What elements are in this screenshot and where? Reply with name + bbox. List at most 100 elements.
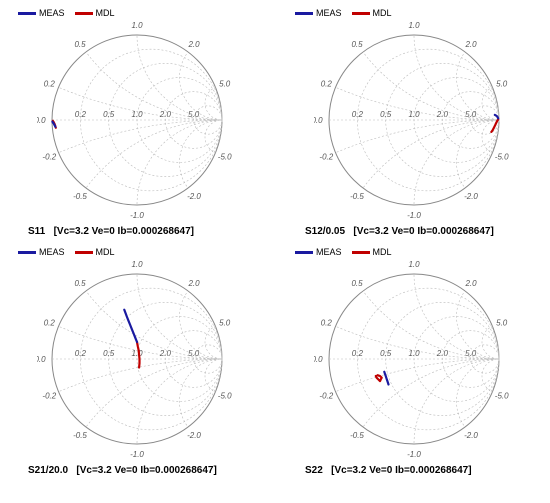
- caption-name: S21/20.0: [28, 465, 68, 476]
- svg-text:5.0: 5.0: [496, 79, 508, 88]
- svg-text:2.0: 2.0: [158, 110, 171, 119]
- svg-text:0.2: 0.2: [351, 110, 363, 119]
- legend-swatch-mdl: [352, 12, 370, 15]
- svg-text:-1.0: -1.0: [407, 450, 421, 459]
- caption-s21: S21/20.0 [Vc=3.2 Ve=0 Ib=0.000268647]: [28, 465, 217, 476]
- smith-chart-s12: 0.20.51.02.05.00.2-0.20.5-0.51.0-1.02.0-…: [314, 20, 514, 220]
- svg-text:-0.5: -0.5: [350, 431, 364, 440]
- svg-text:-1.0: -1.0: [130, 450, 144, 459]
- svg-text:0.0: 0.0: [314, 116, 323, 125]
- caption-cond: [Vc=3.2 Ve=0 Ib=0.000268647]: [76, 465, 216, 476]
- svg-text:2.0: 2.0: [158, 349, 171, 358]
- svg-text:2.0: 2.0: [187, 279, 200, 288]
- svg-text:5.0: 5.0: [465, 349, 477, 358]
- svg-text:1.0: 1.0: [408, 260, 420, 269]
- svg-text:-0.2: -0.2: [319, 153, 333, 162]
- legend-swatch-mdl: [75, 12, 93, 15]
- svg-text:5.0: 5.0: [188, 349, 200, 358]
- svg-text:0.0: 0.0: [314, 355, 323, 364]
- svg-text:0.2: 0.2: [320, 318, 332, 327]
- svg-text:0.5: 0.5: [103, 110, 115, 119]
- legend-item-meas: MEAS: [18, 8, 65, 18]
- legend-swatch-meas: [295, 251, 313, 254]
- svg-text:-2.0: -2.0: [464, 192, 478, 201]
- svg-text:5.0: 5.0: [219, 318, 231, 327]
- legend-label-meas: MEAS: [316, 8, 342, 18]
- svg-text:0.2: 0.2: [351, 349, 363, 358]
- legend: MEAS MDL: [18, 247, 115, 257]
- legend-swatch-mdl: [352, 251, 370, 254]
- svg-text:-5.0: -5.0: [494, 392, 508, 401]
- svg-text:0.5: 0.5: [351, 40, 363, 49]
- svg-text:0.5: 0.5: [74, 40, 86, 49]
- svg-text:0.2: 0.2: [43, 79, 55, 88]
- svg-text:2.0: 2.0: [464, 279, 477, 288]
- legend-swatch-meas: [18, 251, 36, 254]
- caption-s11: S11 [Vc=3.2 Ve=0 Ib=0.000268647]: [28, 226, 194, 237]
- caption-cond: [Vc=3.2 Ve=0 Ib=0.000268647]: [331, 465, 471, 476]
- panel-s12: MEASMDL0.20.51.02.05.00.2-0.20.5-0.51.0-…: [285, 8, 542, 237]
- svg-text:1.0: 1.0: [408, 21, 420, 30]
- legend-label-mdl: MDL: [96, 8, 115, 18]
- svg-text:0.0: 0.0: [37, 116, 46, 125]
- legend-label-mdl: MDL: [373, 8, 392, 18]
- svg-text:0.2: 0.2: [320, 79, 332, 88]
- svg-text:0.2: 0.2: [43, 318, 55, 327]
- legend-item-meas: MEAS: [18, 247, 65, 257]
- legend-item-meas: MEAS: [295, 8, 342, 18]
- svg-text:0.0: 0.0: [37, 355, 46, 364]
- legend-label-meas: MEAS: [39, 8, 65, 18]
- svg-text:-2.0: -2.0: [464, 431, 478, 440]
- legend-label-mdl: MDL: [96, 247, 115, 257]
- legend-item-meas: MEAS: [295, 247, 342, 257]
- svg-text:-1.0: -1.0: [407, 211, 421, 220]
- chart-grid: MEAS MDL 0.2 0.5 1.0 2.0 5.0 0.2 -0.2 0.5 -0.5 1.0 -…: [8, 8, 542, 476]
- svg-text:1.0: 1.0: [131, 260, 143, 269]
- legend-swatch-mdl: [75, 251, 93, 254]
- panel-s22: MEASMDL0.20.51.02.05.00.2-0.20.5-0.51.0-…: [285, 247, 542, 476]
- legend: MEAS MDL: [295, 8, 392, 18]
- svg-text:-5.0: -5.0: [494, 153, 508, 162]
- svg-text:0.5: 0.5: [380, 349, 392, 358]
- svg-text:5.0: 5.0: [188, 110, 200, 119]
- svg-text:0.5: 0.5: [74, 279, 86, 288]
- legend-item-mdl: MDL: [352, 247, 392, 257]
- svg-text:-2.0: -2.0: [187, 431, 201, 440]
- svg-text:-5.0: -5.0: [217, 392, 231, 401]
- svg-text:1.0: 1.0: [131, 21, 143, 30]
- svg-text:2.0: 2.0: [435, 110, 448, 119]
- svg-text:5.0: 5.0: [465, 110, 477, 119]
- caption-cond: [Vc=3.2 Ve=0 Ib=0.000268647]: [54, 226, 194, 237]
- legend-item-mdl: MDL: [75, 8, 115, 18]
- svg-text:-0.5: -0.5: [350, 192, 364, 201]
- legend-label-meas: MEAS: [39, 247, 65, 257]
- svg-text:2.0: 2.0: [187, 40, 200, 49]
- svg-text:5.0: 5.0: [496, 318, 508, 327]
- smith-chart-s21: 0.20.51.02.05.00.2-0.20.5-0.51.0-1.02.0-…: [37, 259, 237, 459]
- svg-text:0.2: 0.2: [74, 110, 86, 119]
- smith-chart-s11: 0.20.51.02.05.00.2-0.20.5-0.51.0-1.02.0-…: [37, 20, 237, 220]
- legend-item-mdl: MDL: [352, 8, 392, 18]
- svg-text:-5.0: -5.0: [217, 153, 231, 162]
- svg-text:0.5: 0.5: [103, 349, 115, 358]
- legend-swatch-meas: [295, 12, 313, 15]
- svg-text:-0.2: -0.2: [42, 392, 56, 401]
- svg-text:-2.0: -2.0: [187, 192, 201, 201]
- svg-text:2.0: 2.0: [435, 349, 448, 358]
- svg-text:-0.5: -0.5: [73, 192, 87, 201]
- svg-text:-0.2: -0.2: [42, 153, 56, 162]
- legend-label-mdl: MDL: [373, 247, 392, 257]
- legend: MEAS MDL: [295, 247, 392, 257]
- svg-text:0.5: 0.5: [380, 110, 392, 119]
- panel-s21: MEASMDL0.20.51.02.05.00.2-0.20.5-0.51.0-…: [8, 247, 265, 476]
- legend-swatch-meas: [18, 12, 36, 15]
- svg-text:5.0: 5.0: [219, 79, 231, 88]
- caption-name: S12/0.05: [305, 226, 345, 237]
- legend-label-meas: MEAS: [316, 247, 342, 257]
- caption-s12: S12/0.05 [Vc=3.2 Ve=0 Ib=0.000268647]: [305, 226, 494, 237]
- caption-s22: S22 [Vc=3.2 Ve=0 Ib=0.000268647]: [305, 465, 472, 476]
- svg-text:2.0: 2.0: [464, 40, 477, 49]
- smith-chart-s22: 0.20.51.02.05.00.2-0.20.5-0.51.0-1.02.0-…: [314, 259, 514, 459]
- svg-text:-0.2: -0.2: [319, 392, 333, 401]
- legend: MEAS MDL: [18, 8, 115, 18]
